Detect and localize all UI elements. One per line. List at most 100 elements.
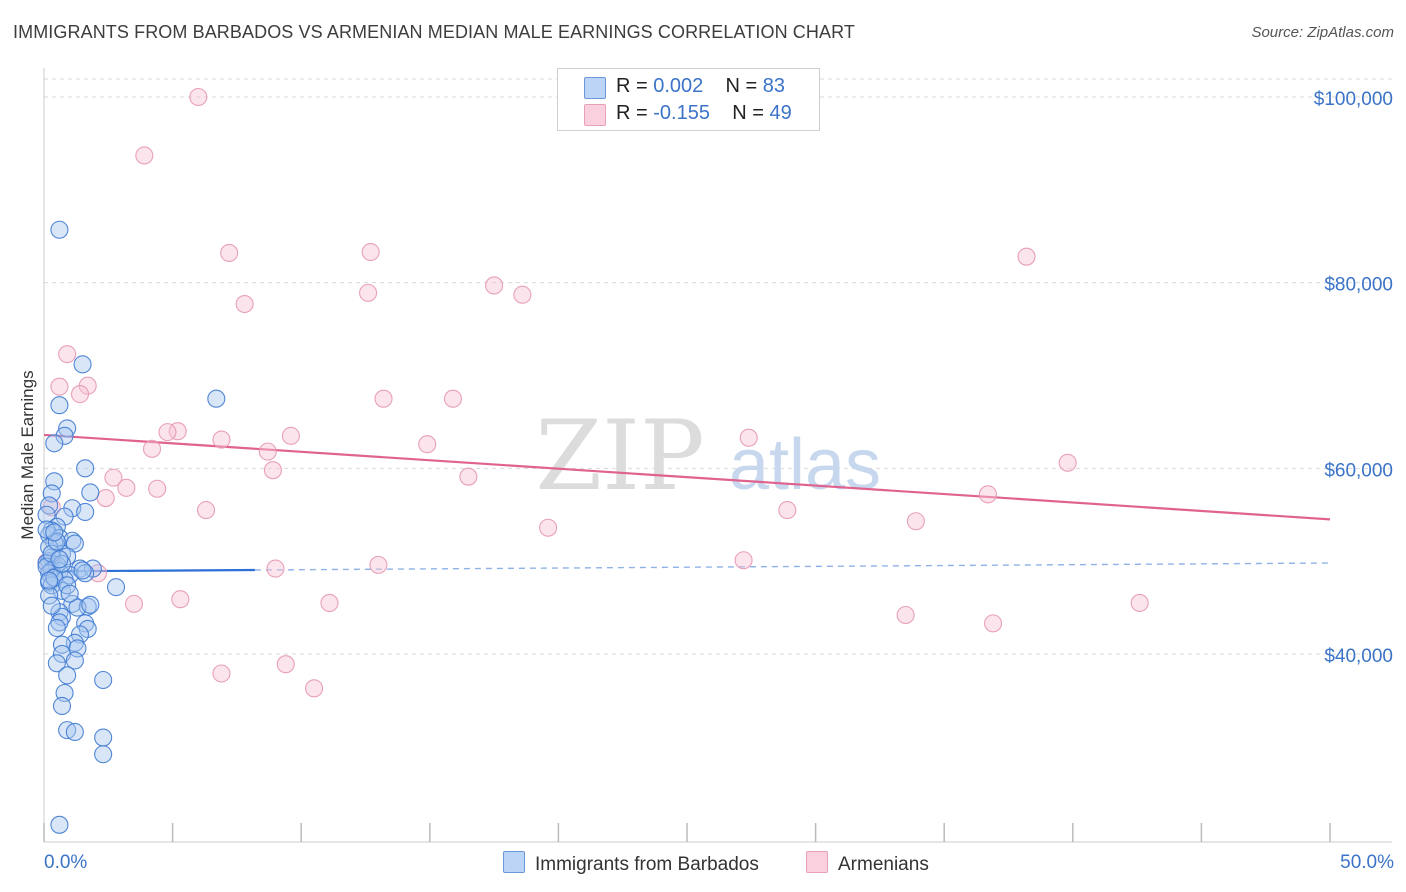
point-armenians xyxy=(513,285,532,304)
legend-label-armenians: Armenians xyxy=(838,854,929,875)
point-armenians xyxy=(896,605,915,625)
y-tick-label: $80,000 xyxy=(1324,275,1393,296)
point-barbados xyxy=(76,502,95,522)
point-barbados xyxy=(65,722,84,742)
y-tick-label: $60,000 xyxy=(1324,460,1393,481)
point-armenians xyxy=(212,664,231,683)
point-barbados xyxy=(207,389,226,408)
y-tick-labels: $40,000 $60,000 $80,000 $100,000 xyxy=(1314,89,1393,667)
point-armenians xyxy=(485,276,504,295)
point-armenians xyxy=(96,488,115,508)
point-armenians xyxy=(734,551,753,570)
point-barbados xyxy=(58,666,77,685)
point-armenians xyxy=(369,555,388,574)
point-barbados xyxy=(65,651,84,670)
point-armenians xyxy=(158,423,177,442)
point-armenians xyxy=(50,377,69,396)
point-barbados xyxy=(50,220,69,239)
point-barbados xyxy=(81,595,100,614)
trend-lines xyxy=(43,433,1331,573)
point-armenians xyxy=(196,501,216,520)
point-armenians xyxy=(171,590,190,609)
point-armenians xyxy=(305,679,324,698)
point-armenians xyxy=(459,467,478,486)
point-armenians xyxy=(906,512,925,531)
watermark-atlas: atlas xyxy=(729,425,881,505)
point-barbados xyxy=(76,564,95,583)
r-label: R = xyxy=(616,102,648,124)
point-armenians xyxy=(1130,593,1149,612)
point-armenians xyxy=(361,242,380,262)
point-armenians xyxy=(263,461,282,480)
watermark-zip: ZIP xyxy=(535,400,704,512)
point-barbados xyxy=(106,578,126,597)
axes xyxy=(43,68,1392,843)
legend-swatch-pink xyxy=(806,851,828,873)
point-barbados xyxy=(45,523,64,542)
point-armenians xyxy=(374,389,393,408)
point-armenians xyxy=(276,655,295,674)
point-barbados xyxy=(45,434,64,453)
point-barbados xyxy=(40,571,59,590)
point-armenians xyxy=(978,485,997,504)
point-armenians xyxy=(135,146,154,165)
point-barbados xyxy=(94,670,113,690)
bottom-legend-armenians: Armenians xyxy=(806,851,929,876)
watermark: ZIP atlas xyxy=(535,400,881,512)
point-barbados xyxy=(52,635,72,654)
point-barbados xyxy=(94,745,113,764)
point-armenians xyxy=(104,468,123,487)
point-armenians xyxy=(212,430,231,449)
n-label: N = xyxy=(732,102,764,124)
point-armenians xyxy=(235,294,254,314)
point-armenians xyxy=(443,389,462,408)
point-armenians xyxy=(539,518,558,537)
point-barbados xyxy=(42,596,61,615)
point-barbados xyxy=(58,419,77,438)
legend-swatch-pink xyxy=(584,104,606,126)
point-armenians xyxy=(70,385,90,404)
gridlines xyxy=(44,78,1392,655)
point-armenians xyxy=(258,442,277,461)
point-barbados xyxy=(73,561,92,580)
point-armenians xyxy=(142,439,162,458)
point-barbados xyxy=(81,483,100,502)
point-barbados xyxy=(52,696,72,716)
r-label: R = xyxy=(616,75,648,97)
n-value: 83 xyxy=(762,75,786,97)
trend-line-armenians xyxy=(43,433,1331,521)
legend-swatch-blue xyxy=(503,851,525,873)
y-tick-label: $100,000 xyxy=(1314,89,1393,110)
point-barbados xyxy=(94,728,113,747)
point-barbados xyxy=(40,586,59,605)
point-armenians xyxy=(148,479,167,498)
point-armenians xyxy=(359,283,378,302)
point-armenians xyxy=(281,426,300,445)
point-armenians xyxy=(266,559,285,578)
point-armenians xyxy=(117,478,136,497)
point-barbados xyxy=(55,507,74,526)
point-armenians xyxy=(220,243,239,263)
point-armenians xyxy=(739,428,758,447)
r-value: 0.002 xyxy=(653,75,704,97)
point-barbados xyxy=(50,550,69,569)
x-tick-max: 50.0% xyxy=(1340,852,1394,873)
point-armenians xyxy=(984,614,1003,633)
trend-line-barbados xyxy=(43,568,255,573)
bottom-legend-barbados: Immigrants from Barbados xyxy=(503,851,759,876)
point-armenians xyxy=(320,593,339,612)
point-barbados xyxy=(50,396,69,415)
point-barbados xyxy=(60,584,79,603)
data-points xyxy=(37,87,1149,834)
legend-swatch-blue xyxy=(584,77,606,99)
r-value: -0.155 xyxy=(653,102,710,124)
point-barbados xyxy=(55,426,74,445)
point-barbados xyxy=(58,721,77,740)
point-armenians xyxy=(1017,247,1036,266)
point-barbados xyxy=(76,459,95,478)
source-label: Source: ZipAtlas.com xyxy=(1251,24,1394,41)
point-armenians xyxy=(1058,453,1077,472)
legend-label-barbados: Immigrants from Barbados xyxy=(535,854,759,875)
point-barbados xyxy=(50,815,69,834)
